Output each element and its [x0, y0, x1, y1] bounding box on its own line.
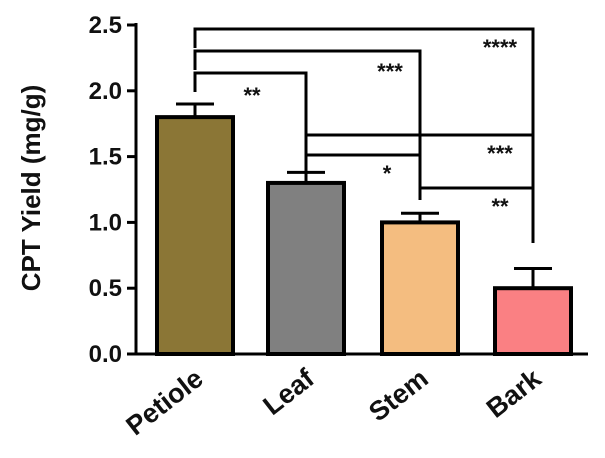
sig-label-stem-bark: **: [491, 194, 509, 219]
y-tick-label: 0.5: [89, 275, 122, 302]
sig-label-petiole-bark: ****: [483, 35, 518, 60]
x-tick-label-leaf: Leaf: [257, 362, 320, 420]
x-tick-label-stem: Stem: [363, 363, 434, 427]
sig-label-leaf-bark: ***: [487, 141, 513, 166]
bar-petiole: [155, 115, 235, 357]
bar-bark: [493, 286, 573, 357]
y-axis-title: CPT Yield (mg/g): [16, 85, 46, 292]
x-tick-label-petiole: Petiole: [120, 363, 208, 441]
sig-bracket-stem-bark: [418, 186, 535, 243]
bar-stem: [380, 220, 460, 356]
sig-bracket-petiole-stem: [193, 49, 422, 188]
sig-bracket-petiole-leaf: [193, 71, 308, 175]
sig-label-petiole-leaf: **: [243, 83, 261, 108]
y-tick-label: 1.0: [89, 209, 122, 236]
y-tick-label: 0.0: [89, 341, 122, 368]
y-tick-label: 1.5: [89, 144, 122, 171]
sig-label-leaf-stem: *: [383, 161, 392, 186]
x-tick-label-bark: Bark: [481, 362, 548, 423]
bars-layer: [155, 102, 573, 357]
significance-layer: ***************: [193, 27, 535, 243]
y-tick-label: 2.0: [89, 78, 122, 105]
bar-leaf: [266, 180, 346, 356]
sig-bracket-leaf-stem: [304, 133, 422, 188]
sig-label-petiole-stem: ***: [377, 59, 403, 84]
y-tick-label: 2.5: [89, 12, 122, 39]
